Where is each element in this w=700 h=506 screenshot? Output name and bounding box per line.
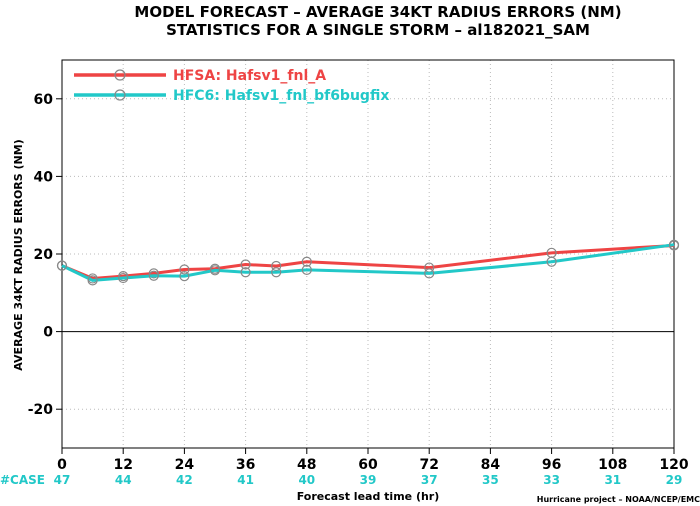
series-2-point	[56, 260, 68, 271]
case-count: 40	[298, 473, 315, 487]
y-axis-label: AVERAGE 34KT RADIUS ERRORS (NM)	[12, 139, 25, 370]
case-count: 31	[604, 473, 621, 487]
series-2-point	[148, 270, 159, 281]
chart-subtitle: STATISTICS FOR A SINGLE STORM – al182021…	[166, 21, 590, 39]
legend-marker-2	[114, 89, 126, 101]
series-1-point	[240, 259, 251, 270]
series-1-point	[301, 256, 312, 267]
x-tick-label: 120	[659, 457, 688, 473]
x-tick-label: 96	[542, 457, 561, 473]
series-layer	[56, 239, 680, 286]
series-1-point	[271, 260, 282, 272]
grid	[62, 60, 674, 448]
case-count: 44	[115, 473, 132, 487]
series-2-point	[271, 267, 282, 278]
x-tick-label: 36	[236, 457, 255, 473]
y-tick-label: 40	[34, 169, 54, 185]
x-tick-label: 48	[297, 457, 316, 473]
chart-title: MODEL FORECAST – AVERAGE 34KT RADIUS ERR…	[134, 3, 621, 21]
series-line-2	[61, 243, 675, 282]
legend-marker-1	[114, 69, 126, 81]
case-count: 29	[666, 473, 683, 487]
case-count: 42	[176, 473, 193, 487]
x-axis-label: Forecast lead time (hr)	[297, 490, 440, 503]
y-tick-label: -20	[28, 402, 54, 418]
x-tick-label: 60	[358, 457, 378, 473]
case-count: 33	[543, 473, 560, 487]
case-count: 47	[54, 473, 71, 487]
series-2-point	[424, 268, 435, 279]
x-axis-ticks: 0 12 24 36 48 60 72 84 96 108 120	[57, 448, 689, 473]
x-tick-label: 12	[113, 457, 132, 473]
series-2-point	[87, 275, 98, 286]
legend-label-1: HFSA: Hafsv1_fnl_A	[173, 68, 326, 84]
case-count: 35	[482, 473, 499, 487]
x-tick-label: 72	[419, 457, 438, 473]
y-tick-label: 0	[43, 325, 53, 341]
series-2-point	[301, 264, 312, 276]
series-2-point	[179, 271, 190, 282]
y-tick-label: 20	[34, 247, 54, 263]
series-2-point	[240, 267, 251, 278]
case-counts: 47 44 42 41 40 39 37 35 33 31 29	[54, 473, 683, 487]
legend-label-2: HFC6: Hafsv1_fnl_bf6bugfix	[173, 88, 389, 104]
series-2-point	[668, 239, 680, 250]
case-count: 41	[237, 473, 254, 487]
legend: HFSA: Hafsv1_fnl_A HFC6: Hafsv1_fnl_bf6bu…	[74, 68, 389, 104]
series-2-point	[546, 256, 557, 267]
footer-credit: Hurricane project – NOAA/NCEP/EMC	[537, 495, 700, 504]
y-tick-label: 60	[34, 92, 54, 108]
case-count: 39	[360, 473, 377, 487]
x-tick-label: 0	[57, 457, 67, 473]
x-tick-label: 108	[598, 457, 627, 473]
series-line-1	[61, 243, 675, 280]
x-tick-label: 84	[481, 457, 501, 473]
x-tick-label: 24	[175, 457, 195, 473]
y-axis-ticks: -20 0 20 40 60	[28, 92, 62, 418]
series-2-point	[118, 272, 129, 284]
series-2-point	[209, 265, 221, 276]
series-1-point	[179, 264, 190, 275]
case-label: #CASE	[0, 473, 45, 487]
case-count: 37	[421, 473, 438, 487]
